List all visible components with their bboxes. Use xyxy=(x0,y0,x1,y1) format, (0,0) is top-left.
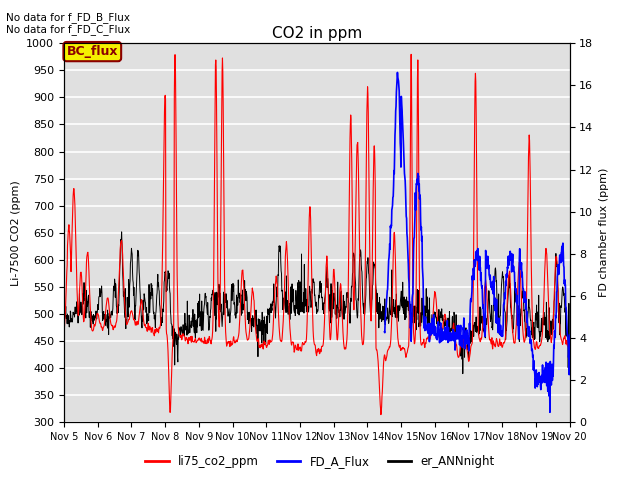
Text: No data for f_FD_C_Flux: No data for f_FD_C_Flux xyxy=(6,24,131,35)
Y-axis label: Li-7500 CO2 (ppm): Li-7500 CO2 (ppm) xyxy=(11,180,20,286)
Y-axis label: FD chamber flux (ppm): FD chamber flux (ppm) xyxy=(599,168,609,298)
Text: BC_flux: BC_flux xyxy=(67,45,118,58)
Legend: li75_co2_ppm, FD_A_Flux, er_ANNnight: li75_co2_ppm, FD_A_Flux, er_ANNnight xyxy=(140,451,500,473)
Text: No data for f_FD_B_Flux: No data for f_FD_B_Flux xyxy=(6,12,131,23)
Title: CO2 in ppm: CO2 in ppm xyxy=(271,25,362,41)
